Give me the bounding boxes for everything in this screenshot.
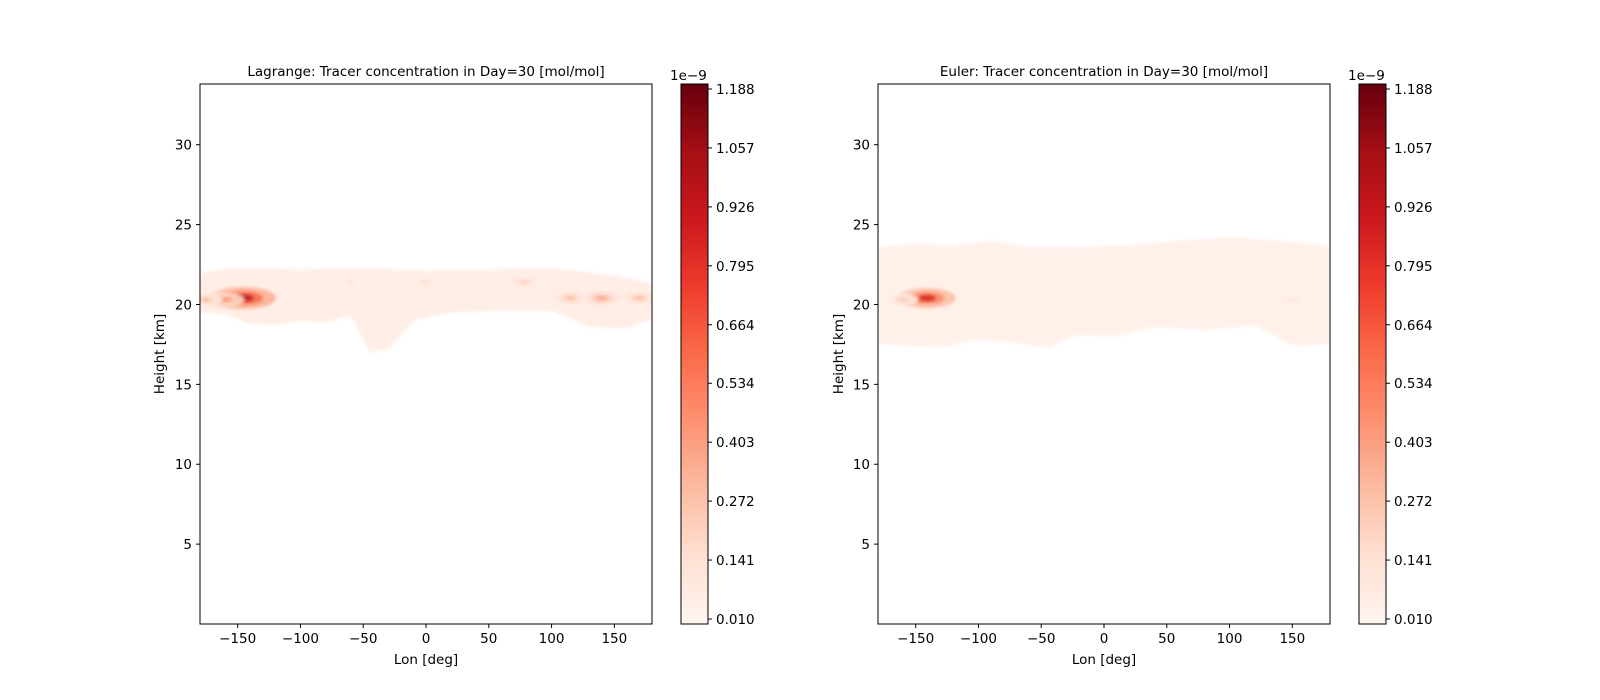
x-tick-label: −50 [349,631,378,647]
y-axis: 5 10 15 20 25 30 [175,138,200,553]
y-tick-label: 25 [853,218,870,234]
chart-title: Euler: Tracer concentration in Day=30 [m… [940,64,1268,80]
y-tick-label: 20 [853,297,870,313]
colorbar-tick-label: 0.664 [716,318,755,334]
x-tick-label: 100 [539,631,565,647]
plot-area [200,84,652,624]
colorbar-tick-label: 0.272 [716,494,755,510]
colorbar-tick-label: 0.926 [716,200,755,216]
x-tick-label: −150 [219,631,256,647]
y-tick-label: 5 [183,537,192,553]
y-tick-label: 25 [175,218,192,234]
chart-title: Lagrange: Tracer concentration in Day=30… [247,64,604,80]
y-tick-label: 30 [175,138,192,154]
hotspot [519,280,529,285]
hotspot [346,280,355,284]
heatmap-layer [200,267,652,353]
colorbar-tick-label: 0.141 [716,553,755,569]
plume-band [878,237,1330,348]
hotspot [898,297,908,302]
x-tick-label: 150 [1279,631,1305,647]
colorbar-offset-label: 1e−9 [1348,68,1385,84]
panel-lagrange: Lagrange: Tracer concentration in Day=30… [152,64,755,668]
colorbar-tick-label: 1.188 [716,82,755,98]
heatmap-layer [878,237,1330,348]
y-tick-label: 20 [175,297,192,313]
hotspot [918,295,936,302]
x-tick-label: −50 [1027,631,1056,647]
x-axis: −150 −100 −50 0 50 100 150 [897,624,1305,647]
colorbar-tick-label: 0.403 [1394,435,1433,451]
y-tick-label: 15 [175,377,192,393]
x-tick-label: 100 [1217,631,1243,647]
y-tick-label: 10 [853,457,870,473]
colorbar-tick-label: 0.795 [1394,259,1433,275]
colorbar-tick-label: 0.010 [716,612,755,628]
plume-band [200,267,652,353]
y-tick-label: 5 [861,537,870,553]
hotspot [201,297,212,302]
colorbar-tick-label: 0.664 [1394,318,1433,334]
x-tick-label: −150 [897,631,934,647]
hotspot [421,280,431,284]
colorbar-ticks: 0.010 0.141 0.272 0.403 0.534 0.664 0.795 0.926… [1386,82,1433,628]
x-axis-label: Lon [deg] [1072,652,1136,668]
colorbar-tick-label: 0.010 [1394,612,1433,628]
colorbar-tick-label: 0.403 [716,435,755,451]
colorbar [1358,83,1387,625]
hotspot [565,296,576,301]
plot-area [878,84,1330,624]
panel-euler: Euler: Tracer concentration in Day=30 [m… [831,64,1433,668]
x-tick-label: −100 [960,631,997,647]
y-axis: 5 10 15 20 25 30 [853,138,878,553]
y-tick-label: 15 [853,377,870,393]
colorbar-tick-label: 0.141 [1394,553,1433,569]
colorbar-tick-label: 0.795 [716,259,755,275]
colorbar-tick-label: 1.188 [1394,82,1433,98]
colorbar-tick-label: 0.272 [1394,494,1433,510]
colorbar-tick-label: 0.534 [1394,376,1433,392]
y-tick-label: 30 [853,138,870,154]
hotspot [1188,286,1196,291]
x-axis-label: Lon [deg] [394,652,458,668]
y-axis-label: Height [km] [152,314,168,394]
x-tick-label: 50 [480,631,497,647]
x-tick-label: 0 [422,631,431,647]
hotspot [1288,297,1297,302]
x-tick-label: 150 [601,631,627,647]
x-tick-label: 50 [1158,631,1175,647]
y-axis-label: Height [km] [831,314,847,394]
colorbar-tick-label: 0.534 [716,376,755,392]
x-axis: −150 −100 −50 0 50 100 150 [219,624,627,647]
y-tick-label: 10 [175,457,192,473]
x-tick-label: −100 [282,631,319,647]
colorbar-tick-label: 1.057 [1394,141,1433,157]
x-tick-label: 0 [1100,631,1109,647]
hotspot [596,295,608,301]
colorbar-tick-label: 1.057 [716,141,755,157]
colorbar-offset-label: 1e−9 [670,68,707,84]
hotspot [634,296,645,301]
colorbar-ticks: 0.010 0.141 0.272 0.403 0.534 0.664 0.795 0.926… [708,82,755,628]
colorbar-tick-label: 0.926 [1394,200,1433,216]
colorbar [680,83,709,625]
